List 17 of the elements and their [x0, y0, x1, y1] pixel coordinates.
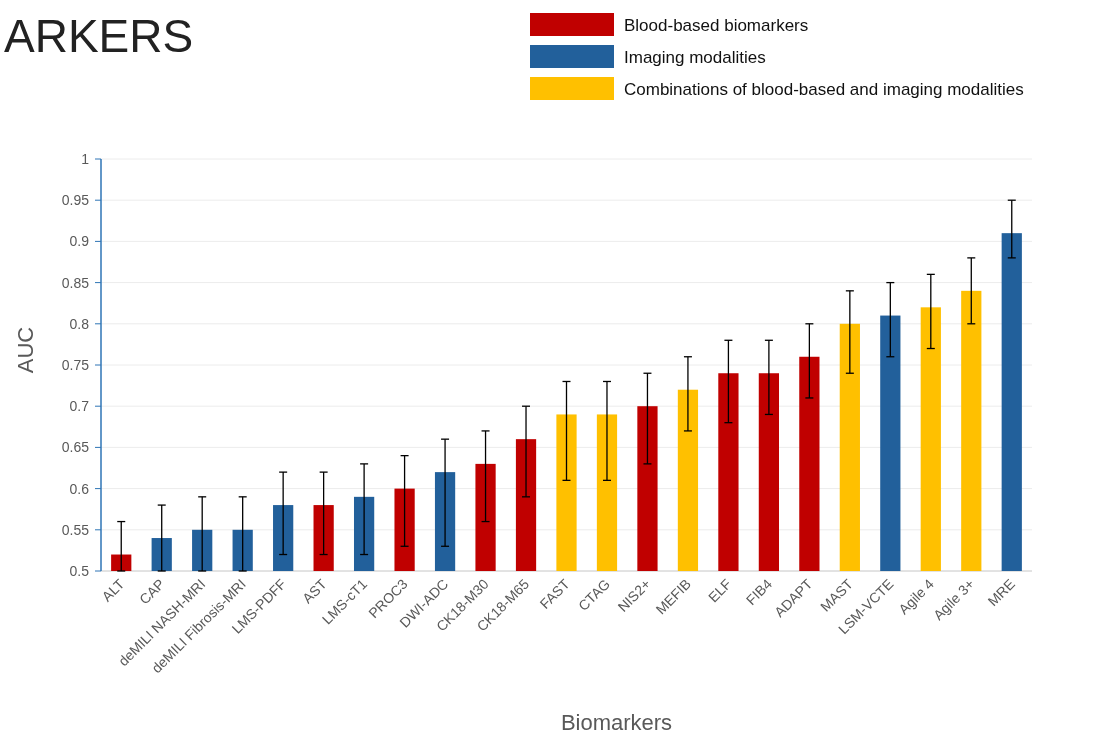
y-tick-label: 0.7	[69, 398, 90, 415]
y-tick-label: 0.95	[61, 192, 90, 209]
x-axis-title: Biomarkers	[560, 710, 673, 735]
y-tick-label: 0.5	[69, 562, 90, 579]
legend-label: Combinations of blood-based and imaging modalities	[624, 79, 1024, 99]
chart-title: ARKERS	[4, 10, 194, 62]
y-tick-label: 0.9	[69, 233, 90, 250]
legend-label: Blood-based biomarkers	[624, 15, 809, 35]
y-tick-label: 1	[81, 150, 90, 167]
y-axis-title: AUC	[13, 326, 38, 374]
y-tick-label: 0.75	[61, 356, 90, 373]
y-tick-label: 0.55	[61, 521, 90, 538]
y-tick-label: 0.6	[69, 480, 90, 497]
y-tick-label: 0.8	[69, 315, 90, 332]
y-tick-label: 0.65	[61, 439, 90, 456]
legend-label: Imaging modalities	[624, 47, 766, 67]
y-tick-label: 0.85	[61, 274, 90, 291]
